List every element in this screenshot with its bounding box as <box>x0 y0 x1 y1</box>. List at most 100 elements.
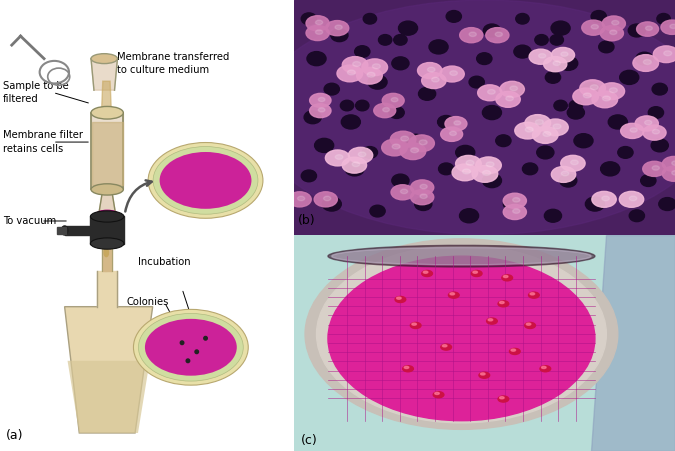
Ellipse shape <box>91 106 124 119</box>
Ellipse shape <box>460 28 483 43</box>
Ellipse shape <box>551 47 574 63</box>
Ellipse shape <box>104 249 109 257</box>
Ellipse shape <box>504 204 526 220</box>
Ellipse shape <box>363 14 377 24</box>
Text: (b): (b) <box>298 215 315 227</box>
Ellipse shape <box>348 70 356 75</box>
Ellipse shape <box>500 301 504 304</box>
Ellipse shape <box>391 97 398 102</box>
Ellipse shape <box>561 52 568 56</box>
Ellipse shape <box>554 100 567 111</box>
Ellipse shape <box>325 21 349 36</box>
Ellipse shape <box>301 13 317 25</box>
Text: (a): (a) <box>6 429 24 442</box>
Ellipse shape <box>446 10 462 22</box>
Ellipse shape <box>592 191 616 207</box>
Ellipse shape <box>445 116 467 131</box>
Ellipse shape <box>456 145 475 160</box>
Ellipse shape <box>544 209 562 222</box>
Polygon shape <box>91 59 117 90</box>
Ellipse shape <box>319 97 325 101</box>
Ellipse shape <box>450 293 454 295</box>
Ellipse shape <box>427 67 435 72</box>
Text: To vacuum: To vacuum <box>3 216 56 226</box>
Ellipse shape <box>306 25 329 41</box>
Ellipse shape <box>583 93 591 98</box>
Text: 2.5 µm: 2.5 µm <box>608 276 643 286</box>
Ellipse shape <box>153 147 258 214</box>
Ellipse shape <box>441 344 452 350</box>
Ellipse shape <box>629 210 645 221</box>
Ellipse shape <box>553 61 560 65</box>
Ellipse shape <box>481 373 485 375</box>
Ellipse shape <box>500 81 524 97</box>
Ellipse shape <box>504 193 526 208</box>
Ellipse shape <box>437 115 455 129</box>
Ellipse shape <box>255 0 675 235</box>
Ellipse shape <box>412 323 416 325</box>
Ellipse shape <box>524 322 535 328</box>
Ellipse shape <box>525 115 551 131</box>
Ellipse shape <box>304 111 321 124</box>
Ellipse shape <box>487 318 497 324</box>
Ellipse shape <box>348 147 373 163</box>
Ellipse shape <box>657 14 670 24</box>
Ellipse shape <box>398 21 418 35</box>
Ellipse shape <box>159 152 252 209</box>
Ellipse shape <box>645 26 652 30</box>
Ellipse shape <box>382 93 404 108</box>
Polygon shape <box>101 81 111 117</box>
Ellipse shape <box>315 20 323 25</box>
Ellipse shape <box>422 271 433 276</box>
Ellipse shape <box>358 152 366 156</box>
Ellipse shape <box>323 196 331 201</box>
Ellipse shape <box>315 138 333 152</box>
Ellipse shape <box>469 32 477 37</box>
Ellipse shape <box>535 120 543 124</box>
Ellipse shape <box>561 171 569 176</box>
Ellipse shape <box>307 51 326 66</box>
Ellipse shape <box>550 35 564 45</box>
Ellipse shape <box>397 297 401 299</box>
Ellipse shape <box>305 239 618 429</box>
Ellipse shape <box>602 196 610 201</box>
Ellipse shape <box>423 271 428 273</box>
Ellipse shape <box>352 162 360 166</box>
Ellipse shape <box>462 169 470 174</box>
Ellipse shape <box>514 45 531 58</box>
Ellipse shape <box>409 135 435 152</box>
Ellipse shape <box>138 313 243 381</box>
Ellipse shape <box>543 56 567 72</box>
Ellipse shape <box>543 119 568 136</box>
Ellipse shape <box>325 150 350 166</box>
Ellipse shape <box>410 148 418 153</box>
Ellipse shape <box>498 396 509 402</box>
Ellipse shape <box>661 20 675 34</box>
Ellipse shape <box>418 87 435 100</box>
Ellipse shape <box>450 131 456 135</box>
Ellipse shape <box>454 121 461 125</box>
Ellipse shape <box>495 135 511 147</box>
Ellipse shape <box>643 125 666 140</box>
Ellipse shape <box>362 147 377 158</box>
Polygon shape <box>99 189 116 216</box>
Text: Sample to be
filtered: Sample to be filtered <box>3 81 69 104</box>
Polygon shape <box>65 307 153 433</box>
Ellipse shape <box>569 100 583 111</box>
Ellipse shape <box>404 366 409 368</box>
Ellipse shape <box>331 29 348 41</box>
Ellipse shape <box>511 349 516 351</box>
Ellipse shape <box>431 77 439 82</box>
Ellipse shape <box>570 160 578 165</box>
Ellipse shape <box>367 72 375 77</box>
Ellipse shape <box>502 275 512 281</box>
Ellipse shape <box>356 100 369 111</box>
Ellipse shape <box>628 24 645 37</box>
Ellipse shape <box>410 189 434 205</box>
Ellipse shape <box>573 88 599 105</box>
Polygon shape <box>90 216 124 244</box>
Ellipse shape <box>356 67 382 84</box>
Ellipse shape <box>90 238 124 249</box>
Ellipse shape <box>636 52 653 65</box>
Ellipse shape <box>400 189 408 193</box>
